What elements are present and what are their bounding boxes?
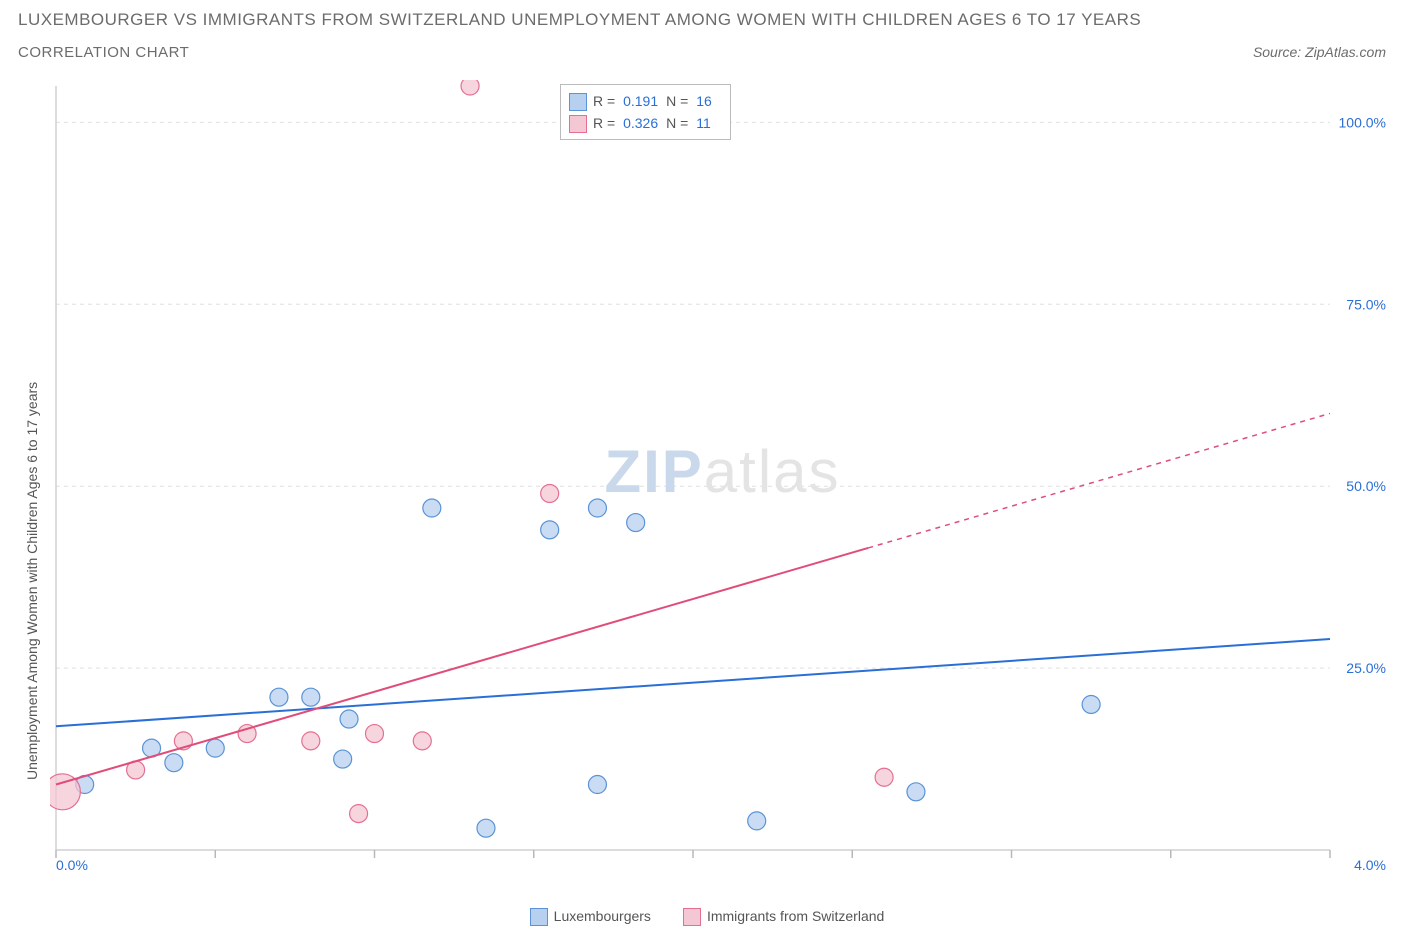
chart-title: LUXEMBOURGER VS IMMIGRANTS FROM SWITZERL…	[18, 10, 1141, 30]
svg-text:75.0%: 75.0%	[1346, 296, 1386, 312]
legend-swatch	[683, 908, 701, 926]
svg-text:100.0%: 100.0%	[1339, 114, 1386, 130]
svg-text:25.0%: 25.0%	[1346, 660, 1386, 676]
legend-label: Luxembourgers	[554, 908, 651, 924]
svg-text:4.0%: 4.0%	[1354, 857, 1386, 870]
chart-subtitle: CORRELATION CHART	[18, 44, 189, 61]
scatter-chart: 25.0% 50.0% 75.0% 100.0% 0.0% 4.0%	[50, 80, 1395, 870]
stats-legend-row: R = 0.326N = 11	[569, 112, 720, 134]
source-attribution: Source: ZipAtlas.com	[1253, 44, 1386, 60]
svg-text:0.0%: 0.0%	[56, 857, 88, 870]
stats-legend-row: R = 0.191N = 16	[569, 90, 720, 112]
series-legend: Luxembourgers Immigrants from Switzerland	[0, 908, 1406, 926]
y-axis-label: Unemployment Among Women with Children A…	[24, 382, 40, 780]
plot-area: 25.0%50.0%75.0%100.0%0.0%4.0% ZIPatlas	[50, 80, 1395, 870]
legend-label: Immigrants from Switzerland	[707, 908, 884, 924]
svg-text:50.0%: 50.0%	[1346, 478, 1386, 494]
legend-swatch	[530, 908, 548, 926]
stats-legend: R = 0.191N = 16R = 0.326N = 11	[560, 84, 731, 140]
